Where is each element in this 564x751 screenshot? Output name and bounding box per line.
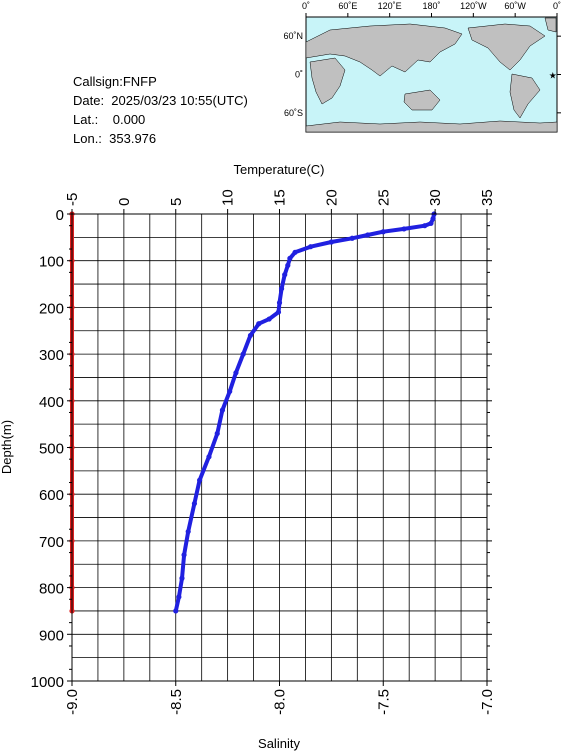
temperature-tick-label: 20 — [323, 189, 340, 206]
depth-tick-label: 900 — [39, 627, 64, 644]
temperature-data-point — [287, 255, 293, 261]
temperature-data-point — [282, 272, 288, 278]
temperature-profile-line — [173, 212, 437, 613]
temperature-tick-label: 10 — [220, 189, 237, 206]
temperature-data-point — [191, 500, 198, 507]
station-info: Callsign:FNFP Date: 2025/03/23 10:55(UTC… — [73, 72, 248, 148]
temperature-tick-label: 30 — [427, 189, 444, 206]
chart-grid — [71, 213, 488, 682]
map-ticks — [305, 13, 561, 114]
salinity-axis-label: Salinity — [258, 736, 300, 751]
map-lat-label: 60˚S — [284, 108, 303, 118]
temperature-data-point — [430, 216, 436, 222]
callsign-text: Callsign:FNFP — [73, 74, 157, 89]
temperature-data-point — [173, 608, 179, 614]
depth-tick-label: 0 — [56, 207, 64, 224]
date-text: Date: 2025/03/23 10:55(UTC) — [73, 93, 248, 108]
salinity-tick-label: -8.0 — [272, 689, 289, 715]
temperature-data-point — [176, 594, 182, 600]
temperature-tick-label: 15 — [272, 189, 289, 206]
map-lon-label: 60˚E — [338, 1, 357, 11]
temperature-data-point — [328, 239, 334, 245]
salinity-tick-label: -9.0 — [64, 689, 81, 715]
depth-tick-label: 1000 — [31, 674, 64, 691]
depth-axis-label: Depth(m) — [0, 420, 14, 474]
temperature-data-point — [214, 430, 220, 437]
temperature-tick-label: 5 — [168, 198, 185, 206]
temperature-data-point — [181, 552, 187, 558]
latitude-text: Lat.: 0.000 — [73, 112, 146, 127]
depth-tick-label: 400 — [39, 394, 64, 411]
temperature-tick-label: -5 — [64, 193, 81, 206]
temperature-data-point — [206, 454, 212, 460]
salinity-tick-label: -8.5 — [168, 689, 185, 715]
temperature-data-point — [219, 407, 226, 413]
australia-landmass — [403, 89, 441, 111]
temperature-data-point — [240, 351, 246, 357]
map-lon-label: 120˚E — [378, 1, 402, 11]
antarctica-landmass — [305, 120, 558, 133]
salinity-tick-label: -7.0 — [479, 689, 496, 715]
temperature-data-point — [349, 235, 355, 241]
temperature-tick-label: 35 — [479, 189, 496, 206]
map-lon-label: 120˚W — [460, 1, 487, 11]
temperature-data-point — [365, 232, 371, 238]
temperature-data-point — [428, 220, 434, 226]
depth-tick-label: 300 — [39, 347, 64, 364]
temperature-data-point — [276, 300, 283, 306]
temperature-data-point — [233, 370, 239, 376]
depth-tick-label: 800 — [39, 581, 64, 598]
temperature-data-point — [285, 262, 291, 268]
temperature-data-point — [278, 286, 285, 292]
depth-tick-label: 100 — [39, 254, 64, 271]
north-america-landmass — [467, 23, 546, 71]
map-lat-label: 0˚ — [295, 70, 303, 80]
map-lon-label: 0˚ — [302, 1, 310, 11]
temperature-data-point — [179, 575, 185, 581]
temperature-data-point — [256, 321, 262, 327]
map-lon-label: 0˚ — [553, 1, 561, 11]
temperature-tick-label: 0 — [116, 198, 133, 206]
map-land — [305, 17, 558, 133]
map-lat-label: 60˚N — [283, 31, 303, 41]
south-america-landmass — [509, 73, 541, 119]
temperature-data-point — [422, 223, 428, 229]
eurasia-landmass — [305, 23, 463, 77]
salinity-tick-label: -7.5 — [375, 689, 392, 715]
temperature-data-point — [247, 332, 254, 339]
depth-tick-label: 200 — [39, 300, 64, 317]
temperature-data-point — [380, 229, 386, 235]
float-position-marker: ★ — [549, 71, 557, 81]
greenland-landmass — [544, 17, 557, 33]
depth-tick-label: 600 — [39, 487, 64, 504]
temperature-data-point — [227, 388, 233, 395]
depth-tick-label: 500 — [39, 441, 64, 458]
map-lon-label: 60˚W — [504, 1, 526, 11]
temperature-data-point — [292, 249, 298, 255]
temperature-data-point — [308, 244, 314, 250]
temperature-tick-label: 25 — [375, 189, 392, 206]
map-lon-label: 180˚ — [422, 1, 440, 11]
africa-landmass — [309, 57, 346, 105]
longitude-text: Lon.: 353.976 — [73, 131, 157, 146]
temperature-series — [173, 211, 437, 614]
map-labels: 0˚ 60˚E 120˚E 180˚ 120˚W 60˚W 0˚ 60˚N 0˚ 60˚S — [283, 1, 561, 118]
temperature-data-point — [266, 316, 272, 322]
temperature-data-point — [185, 528, 191, 535]
world-map: 0˚ 60˚E 120˚E 180˚ 120˚W 60˚W 0˚ 60˚N 0˚ 60˚S ★ — [283, 1, 561, 133]
temperature-axis-label: Temperature(C) — [233, 162, 324, 177]
depth-tick-label: 700 — [39, 534, 64, 551]
temperature-data-point — [401, 226, 407, 232]
temperature-data-point — [197, 477, 203, 483]
temperature-data-point — [275, 309, 282, 315]
